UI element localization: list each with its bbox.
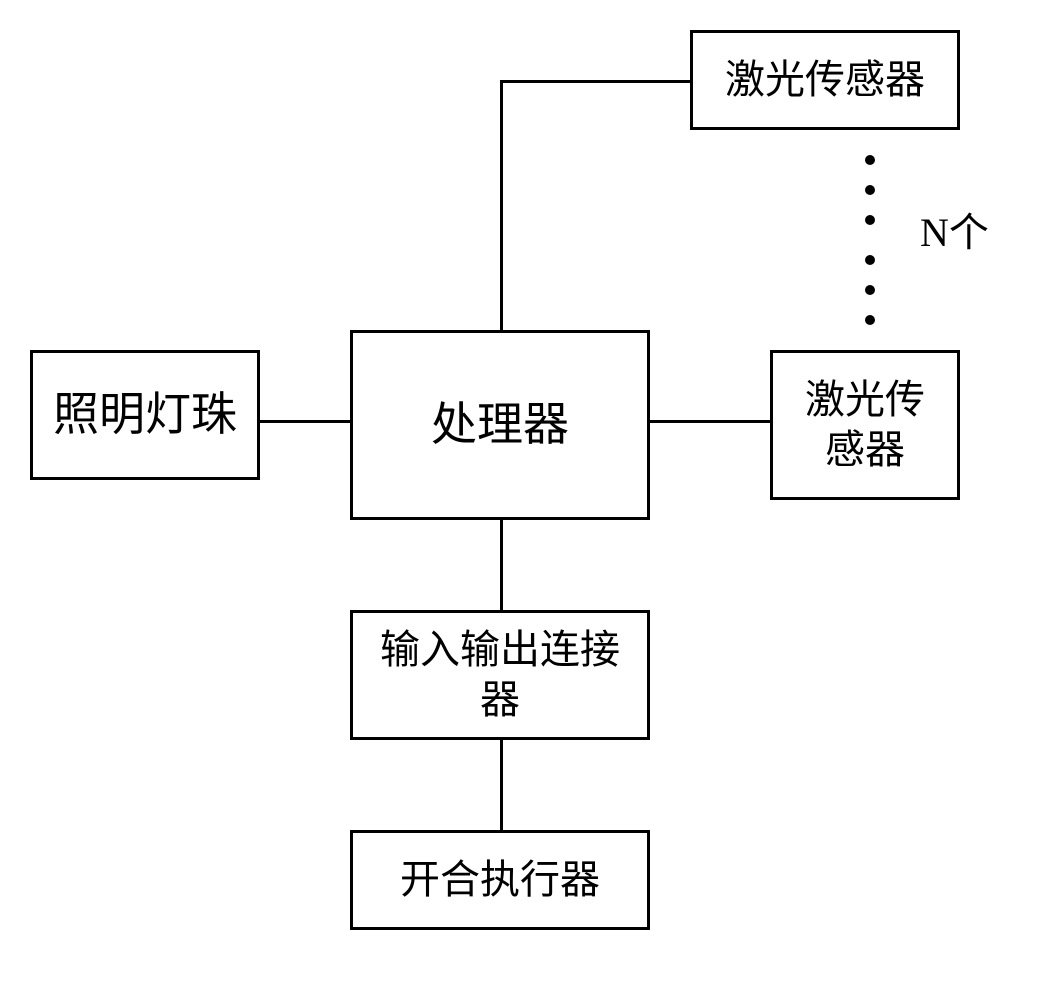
io-connector-box: 输入输出连接 器 (350, 610, 650, 740)
led-box: 照明灯珠 (30, 350, 260, 480)
ellipsis-dot (865, 185, 875, 195)
n-count-text: N个 (920, 210, 989, 255)
processor-label: 处理器 (431, 396, 569, 454)
ellipsis-dot (865, 285, 875, 295)
connector-processor-sensor-bottom (650, 420, 770, 423)
actuator-box: 开合执行器 (350, 830, 650, 930)
ellipsis-dot (865, 155, 875, 165)
ellipsis-dot (865, 315, 875, 325)
n-count-label: N个 (920, 200, 989, 258)
led-label: 照明灯珠 (53, 386, 237, 444)
sensor-bottom-label: 激光传 感器 (805, 375, 925, 475)
actuator-label: 开合执行器 (400, 855, 600, 905)
io-connector-label: 输入输出连接 器 (380, 625, 620, 725)
connector-led-processor (260, 420, 350, 423)
processor-box: 处理器 (350, 330, 650, 520)
ellipsis-dot (865, 215, 875, 225)
connector-processor-sensor-top-horiz (500, 80, 690, 83)
sensor-bottom-box: 激光传 感器 (770, 350, 960, 500)
ellipsis-dot (865, 255, 875, 265)
sensor-top-box: 激光传感器 (690, 30, 960, 130)
connector-processor-io (500, 520, 503, 610)
sensor-top-label: 激光传感器 (725, 55, 925, 105)
connector-processor-up-vert (500, 80, 503, 330)
connector-io-actuator (500, 740, 503, 830)
